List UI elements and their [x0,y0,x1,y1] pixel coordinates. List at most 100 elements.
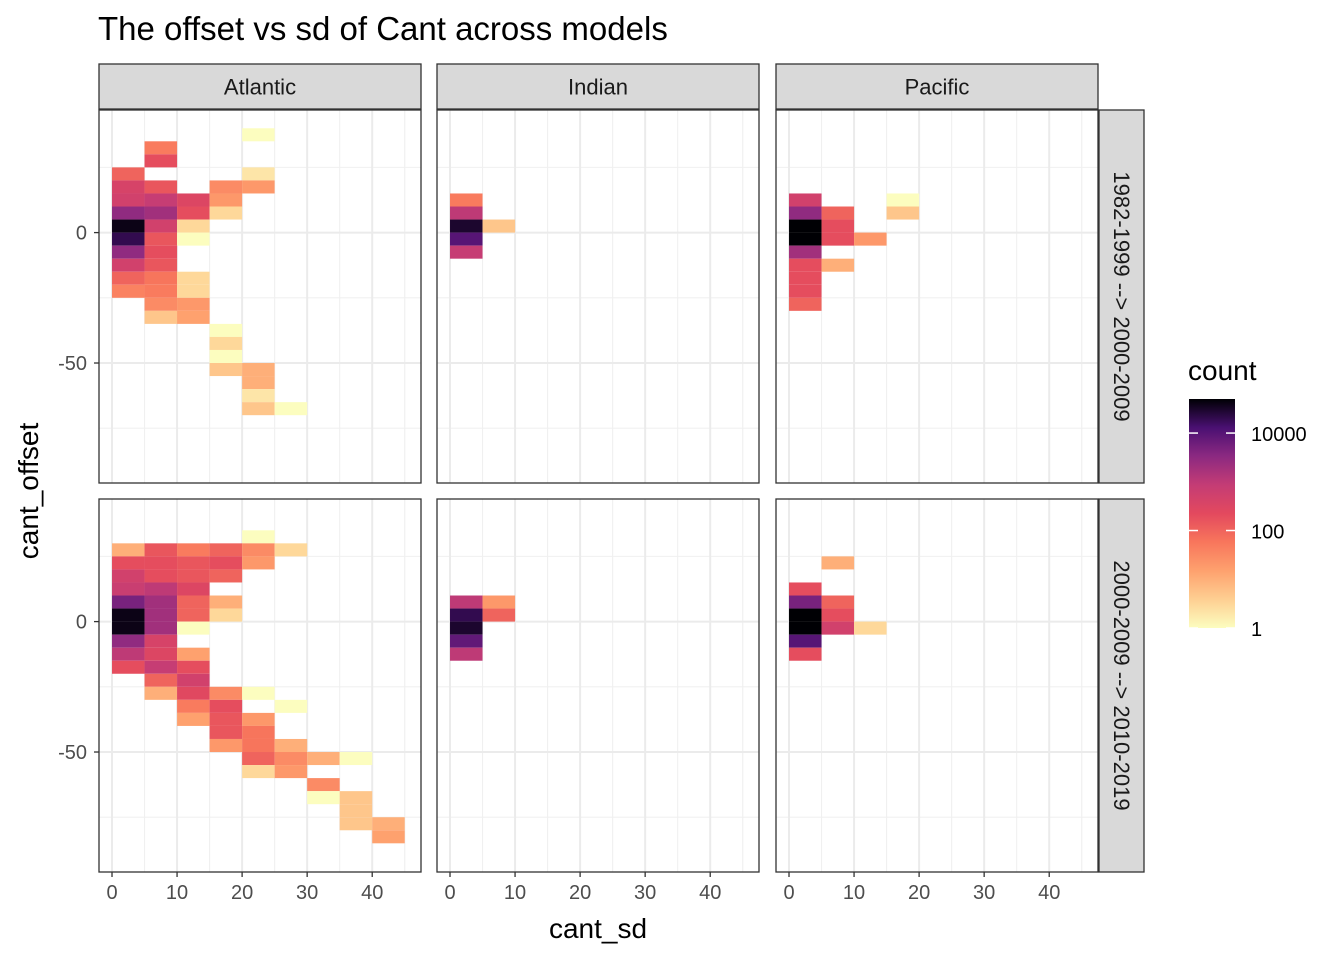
heatmap-tile [144,556,178,570]
legend-ticks: 1 100 10000 [1189,424,1307,641]
facet-strip-row-label: 2000-2009 --> 2010-2019 [1109,560,1134,810]
x-tick-label: 20 [908,882,930,904]
heatmap-tile [854,621,887,635]
heatmap-tile [854,232,887,246]
heatmap-tile [144,647,178,661]
heatmap-tile [242,128,275,142]
heatmap-tile [144,582,178,596]
panel-border [775,498,1099,873]
heatmap-tile [177,271,210,285]
heatmap-tile [112,258,145,272]
panel-border [98,498,422,873]
heatmap-tile [144,634,178,648]
heatmap-tile [274,543,308,557]
panel-background [437,499,759,872]
heatmap-tile [482,219,516,233]
heatmap-tile [789,232,822,246]
heatmap-tile [177,647,210,661]
heatmap-tile [339,804,373,818]
heatmap-tile [209,595,243,609]
heatmap-tile [144,258,178,272]
heatmap-tile [821,219,855,233]
heatmap-tile [242,389,275,403]
legend-label: 100 [1251,522,1284,544]
heatmap-tile [177,582,210,596]
heatmap-tile [144,284,178,298]
x-tick-label: 30 [973,882,995,904]
heatmap-tile [242,543,275,557]
heatmap-tile [144,608,178,622]
heatmap-tile [821,232,855,246]
heatmap-tile [789,193,822,207]
heatmap-tile [886,206,920,220]
heatmap-tile [177,712,210,726]
heatmap-tile [789,284,822,298]
heatmap-tile [177,232,210,246]
facet-strip-row-1 [1098,109,1145,484]
heatmap-tile [450,647,483,661]
heatmap-tile [209,543,243,557]
legend-label: 1 [1251,619,1262,641]
heatmap-tile [821,608,855,622]
y-tick-label: 0 [76,612,87,634]
x-tick-label: 10 [843,882,865,904]
heatmap-tile [450,206,483,220]
heatmap-tile [789,608,822,622]
heatmap-tile [886,193,920,207]
heatmap-tile [242,402,275,416]
facet-strip-label: Pacific [905,75,970,100]
heatmap-tile [209,206,243,220]
heatmap-tile [112,284,145,298]
x-tick-label: 30 [634,882,656,904]
heatmap-tile [209,363,243,377]
legend-colorbar [1189,399,1235,628]
heatmap-tile [209,608,243,622]
y-axis-label: cant_offset [13,423,44,560]
heatmap-tile [177,699,210,713]
heatmap-tile [112,556,145,570]
panel-indian-row-2: 0 10 20 30 40 [436,498,760,904]
heatmap-tile [242,752,275,766]
heatmap-tile [177,310,210,324]
facet-strip-pacific [775,63,1099,110]
heatmap-tile [372,817,405,831]
heatmap-tile [144,206,178,220]
heatmap-tile [112,180,145,194]
heatmap-tile [821,621,855,635]
heatmap-tile [242,530,275,544]
heatmap-tile [339,791,373,805]
heatmap-tile [789,271,822,285]
heatmap-tile [274,738,308,753]
heatmap-tile [112,219,145,233]
heatmap-tile [209,323,243,337]
heatmap-tile [144,154,178,168]
x-tick-label: 10 [166,882,188,904]
facet-strip-label: Indian [568,75,628,100]
panel-indian-row-1 [436,109,760,484]
heatmap-tile [789,219,822,233]
heatmap-tile [482,595,516,609]
panel-atlantic-row-1: -50 0 [58,109,422,484]
heatmap-tile [789,647,822,661]
panels-layer: -50 0 -50 0 0 10 20 30 40 0 10 20 30 40 0 10 20 30 40 Atlan… [58,63,1145,904]
facet-strip-label: Atlantic [224,75,296,100]
heatmap-tile [274,765,308,779]
heatmap-tile [209,738,243,753]
heatmap-tile [821,556,855,570]
heatmap-tile [242,180,275,194]
heatmap-tile [112,206,145,220]
heatmap-tile [112,621,145,635]
heatmap-tile [112,193,145,207]
heatmap-tile [177,569,210,583]
y-tick-label: -50 [58,353,87,375]
heatmap-tile [274,402,308,416]
heatmap-tile [177,621,210,635]
legend: count 1 100 10000 [1188,355,1307,641]
heatmap-tile [242,686,275,700]
heatmap-tile [209,336,243,350]
heatmap-tile [144,232,178,246]
heatmap-tile [789,245,822,259]
x-tick-label: 40 [699,882,721,904]
heatmap-tile [450,245,483,259]
